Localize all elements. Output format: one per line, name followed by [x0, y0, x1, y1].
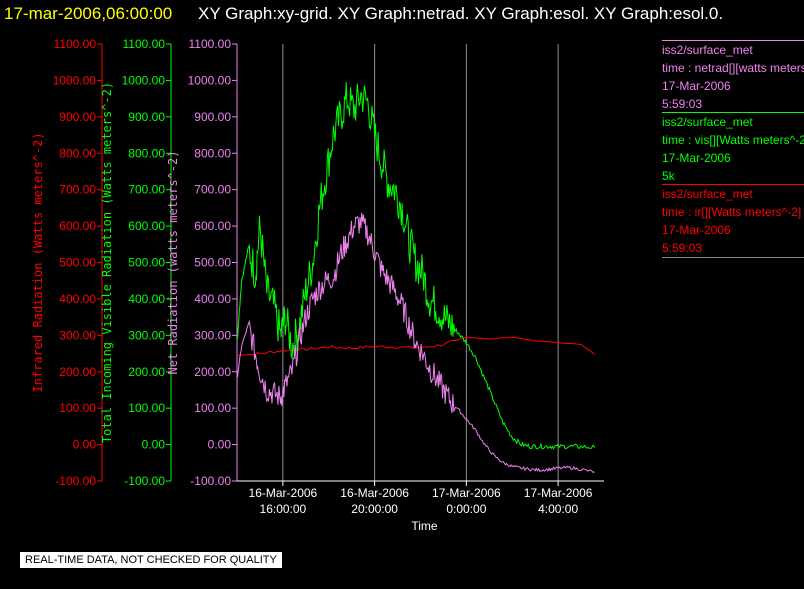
y-tick-label: 900.00: [59, 110, 96, 124]
legend-extra: 5:59:03: [662, 241, 703, 255]
legend-separator: [662, 40, 804, 41]
series-line: [236, 212, 595, 473]
x-axis-title: Time: [411, 519, 438, 533]
y-tick-label: 600.00: [194, 219, 231, 233]
y-tick-label: 800.00: [59, 146, 96, 160]
legend-extra: 5:59:03: [662, 97, 703, 111]
y-tick-label: 0.00: [142, 438, 166, 452]
x-tick-label-time: 16:00:00: [260, 502, 307, 516]
y-tick-label: 900.00: [194, 110, 231, 124]
y-tick-label: 500.00: [194, 256, 231, 270]
series-line: [236, 82, 596, 450]
legend-source: iss2/surface_met: [662, 187, 753, 201]
y-tick-label: 1000.00: [122, 73, 166, 87]
y-axis-title: Net Radiation (watts meters^-2): [166, 151, 180, 375]
y-tick-label: 300.00: [128, 328, 165, 342]
legend-extra: 5k: [662, 169, 675, 183]
y-tick-label: 400.00: [128, 292, 165, 306]
legend-field: time : ir[][Watts meters^-2]: [662, 205, 802, 219]
y-tick-label: 200.00: [128, 365, 165, 379]
y-tick-label: 700.00: [194, 183, 231, 197]
y-tick-label: 0.00: [208, 438, 232, 452]
header: 17-mar-2006,06:00:00 XY Graph:xy-grid. X…: [0, 0, 804, 26]
legend-date: 17-Mar-2006: [662, 223, 731, 237]
legend-source: iss2/surface_met: [662, 43, 753, 57]
y-tick-label: 700.00: [59, 183, 96, 197]
legend-date: 17-Mar-2006: [662, 79, 731, 93]
y-tick-label: 0.00: [73, 438, 97, 452]
y-tick-label: 1000.00: [188, 73, 232, 87]
y-axis-title: Total Incoming Visible Radiation (Watts …: [100, 82, 114, 443]
y-tick-label: 400.00: [194, 292, 231, 306]
legend-entry-vis: iss2/surface_met time : vis[][Watts mete…: [662, 112, 804, 185]
y-tick-label: 800.00: [128, 146, 165, 160]
y-tick-label: 100.00: [128, 401, 165, 415]
legend-bottom-rule: [662, 257, 804, 258]
y-tick-label: 600.00: [128, 219, 165, 233]
y-tick-label: 300.00: [59, 328, 96, 342]
y-tick-label: 900.00: [128, 110, 165, 124]
y-axis-title: Infrared Radiation (Watts meters^-2): [31, 132, 45, 392]
x-tick-label-time: 0:00:00: [446, 502, 486, 516]
header-graph-titles: XY Graph:xy-grid. XY Graph:netrad. XY Gr…: [198, 4, 724, 23]
x-tick-label-time: 4:00:00: [538, 502, 578, 516]
legend-entry-ir: iss2/surface_met time : ir[][Watts meter…: [662, 184, 804, 257]
y-tick-label: 1100.00: [54, 37, 97, 51]
x-tick-label-date: 16-Mar-2006: [249, 486, 318, 500]
y-tick-label: 1000.00: [53, 73, 97, 87]
y-tick-label: -100.00: [55, 474, 96, 488]
y-tick-label: 100.00: [59, 401, 96, 415]
x-tick-label-date: 16-Mar-2006: [340, 486, 409, 500]
x-tick-label-date: 17-Mar-2006: [432, 486, 501, 500]
quality-notice: REAL-TIME DATA, NOT CHECKED FOR QUALITY: [19, 551, 283, 569]
y-tick-label: -100.00: [124, 474, 165, 488]
y-tick-label: 500.00: [128, 256, 165, 270]
y-tick-label: 200.00: [194, 365, 231, 379]
y-tick-label: 400.00: [59, 292, 96, 306]
legend-separator: [662, 112, 804, 113]
legend-source: iss2/surface_met: [662, 115, 753, 129]
legend-date: 17-Mar-2006: [662, 151, 731, 165]
y-tick-label: -100.00: [190, 474, 231, 488]
y-tick-label: 1100.00: [123, 37, 166, 51]
y-tick-label: 200.00: [59, 365, 96, 379]
legend-separator: [662, 184, 804, 185]
y-tick-label: 500.00: [59, 256, 96, 270]
legend-field: time : vis[][Watts meters^-2]: [662, 133, 804, 147]
legend-entry-netrad: iss2/surface_met time : netrad[][watts m…: [662, 40, 804, 113]
y-tick-label: 100.00: [194, 401, 231, 415]
y-tick-label: 1100.00: [189, 37, 232, 51]
x-tick-label-time: 20:00:00: [351, 502, 398, 516]
y-tick-label: 800.00: [194, 146, 231, 160]
x-tick-label-date: 17-Mar-2006: [524, 486, 593, 500]
y-tick-label: 700.00: [128, 183, 165, 197]
y-tick-label: 300.00: [194, 328, 231, 342]
legend-field: time : netrad[][watts meters^-2]: [662, 61, 804, 75]
header-date: 17-mar-2006,06:00:00: [4, 4, 173, 23]
y-tick-label: 600.00: [59, 219, 96, 233]
